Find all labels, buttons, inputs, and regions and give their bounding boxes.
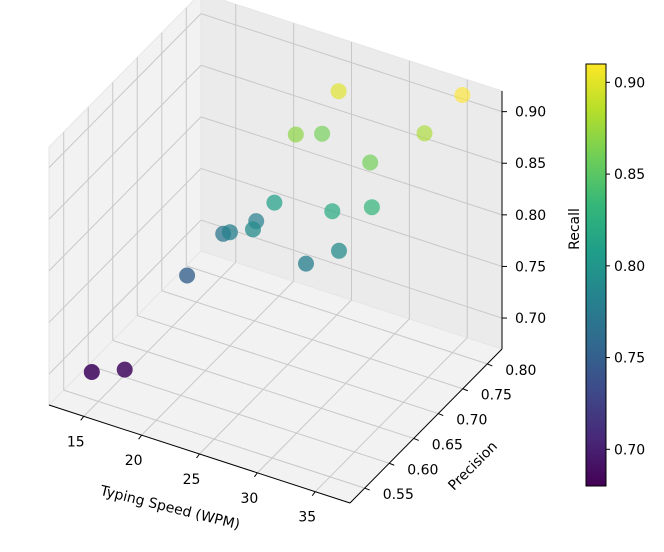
y-tick-label: 0.75: [481, 388, 512, 404]
x-tick-mark: [80, 416, 85, 421]
x-tick-mark: [253, 472, 258, 478]
x-tick-label: 20: [125, 453, 143, 469]
x-axis-label: Typing Speed (WPM): [98, 483, 242, 533]
z-gridline-left: [48, 168, 202, 323]
y-tick-label: 0.65: [432, 437, 463, 453]
z-tick-label: 0.70: [515, 311, 546, 327]
colorbar-ticks: 0.70 0.75 0.80 0.85 0.90: [606, 75, 645, 458]
y-gridline-floor: [137, 315, 439, 415]
x-tick-label: 25: [183, 472, 201, 488]
z-gridline-left: [48, 219, 202, 375]
x-tick-label: 35: [298, 510, 316, 526]
colorbar-tick-label: 0.85: [614, 167, 645, 183]
y-tick-mark: [389, 462, 395, 466]
z-gridline-back: [200, 64, 503, 164]
x-tick-mark: [196, 453, 200, 459]
z-tick-label: 0.75: [515, 259, 546, 275]
colorbar-tick-label: 0.90: [614, 75, 645, 91]
y-tick-label: 0.60: [407, 462, 438, 478]
colorbar: 0.70 0.75 0.80 0.85 0.90: [585, 63, 645, 487]
y-tick-mark: [364, 487, 370, 491]
z-tick-label: 0.90: [515, 105, 546, 121]
scatter-point: [330, 83, 347, 100]
left-wall-pane: [48, 0, 202, 407]
y-axis-line: [349, 348, 503, 504]
z-gridline-left: [48, 116, 202, 272]
scatter-point: [245, 221, 261, 238]
z-gridline-back: [200, 116, 503, 216]
y-tick-mark: [413, 437, 419, 441]
x-tick-mark: [311, 491, 316, 496]
y-tick-label: 0.55: [383, 487, 414, 503]
y-tick-label: 0.80: [505, 363, 536, 379]
scatter-point: [266, 194, 283, 211]
z-tick-label: 0.85: [515, 156, 546, 172]
z-gridline-back: [200, 167, 503, 267]
scatter-point: [416, 125, 433, 142]
x-gridline-floor: [199, 299, 352, 455]
scatter-point: [363, 199, 380, 216]
x-gridline-floor: [141, 280, 294, 436]
y-tick-mark: [487, 363, 493, 367]
z-gridline-back: [200, 13, 503, 113]
scatter-point: [454, 87, 471, 103]
scatter-point: [83, 364, 100, 380]
scatter-point: [221, 224, 238, 241]
x-tick-label: 15: [67, 434, 85, 450]
z-gridline-left: [48, 64, 202, 220]
scatter-point: [362, 154, 379, 171]
z-gridline-left: [48, 13, 202, 168]
x-tick-mark: [138, 434, 143, 440]
scatter-point: [287, 126, 304, 143]
x-gridline-floor: [314, 337, 468, 493]
scatter-point: [324, 203, 341, 220]
z-tick-label: 0.80: [515, 208, 546, 224]
y-gridline-floor: [63, 389, 365, 489]
scatter-point: [116, 361, 133, 378]
colorbar-tick-label: 0.80: [614, 259, 645, 275]
colorbar-tick-label: 0.70: [614, 442, 645, 458]
x-tick-label: 30: [240, 491, 258, 507]
z-axis-label: Recall: [567, 208, 583, 250]
y-gridline-floor: [112, 339, 414, 439]
scatter-point: [331, 242, 347, 259]
x-gridline-floor: [83, 261, 237, 417]
y-gridline-floor: [161, 290, 463, 390]
colorbar-gradient: [585, 63, 607, 487]
y-gridline-floor: [88, 364, 390, 464]
scatter-point: [179, 267, 196, 284]
x-gridline-floor: [257, 318, 410, 474]
y-tick-label: 0.70: [456, 413, 487, 429]
tick-labels: 15 20 25 30 35 0.55 0.60 0.65 0.70 0.75 0.80 0.70 0.…: [67, 105, 546, 526]
axes-gridlines: [48, 4, 503, 493]
scatter-point: [298, 255, 314, 272]
y-tick-mark: [438, 413, 444, 417]
scatter-points: [83, 83, 471, 380]
y-tick-mark: [462, 388, 468, 392]
scatter-point: [314, 125, 331, 142]
y-gridline-floor: [186, 265, 488, 365]
colorbar-tick-label: 0.75: [614, 351, 645, 367]
